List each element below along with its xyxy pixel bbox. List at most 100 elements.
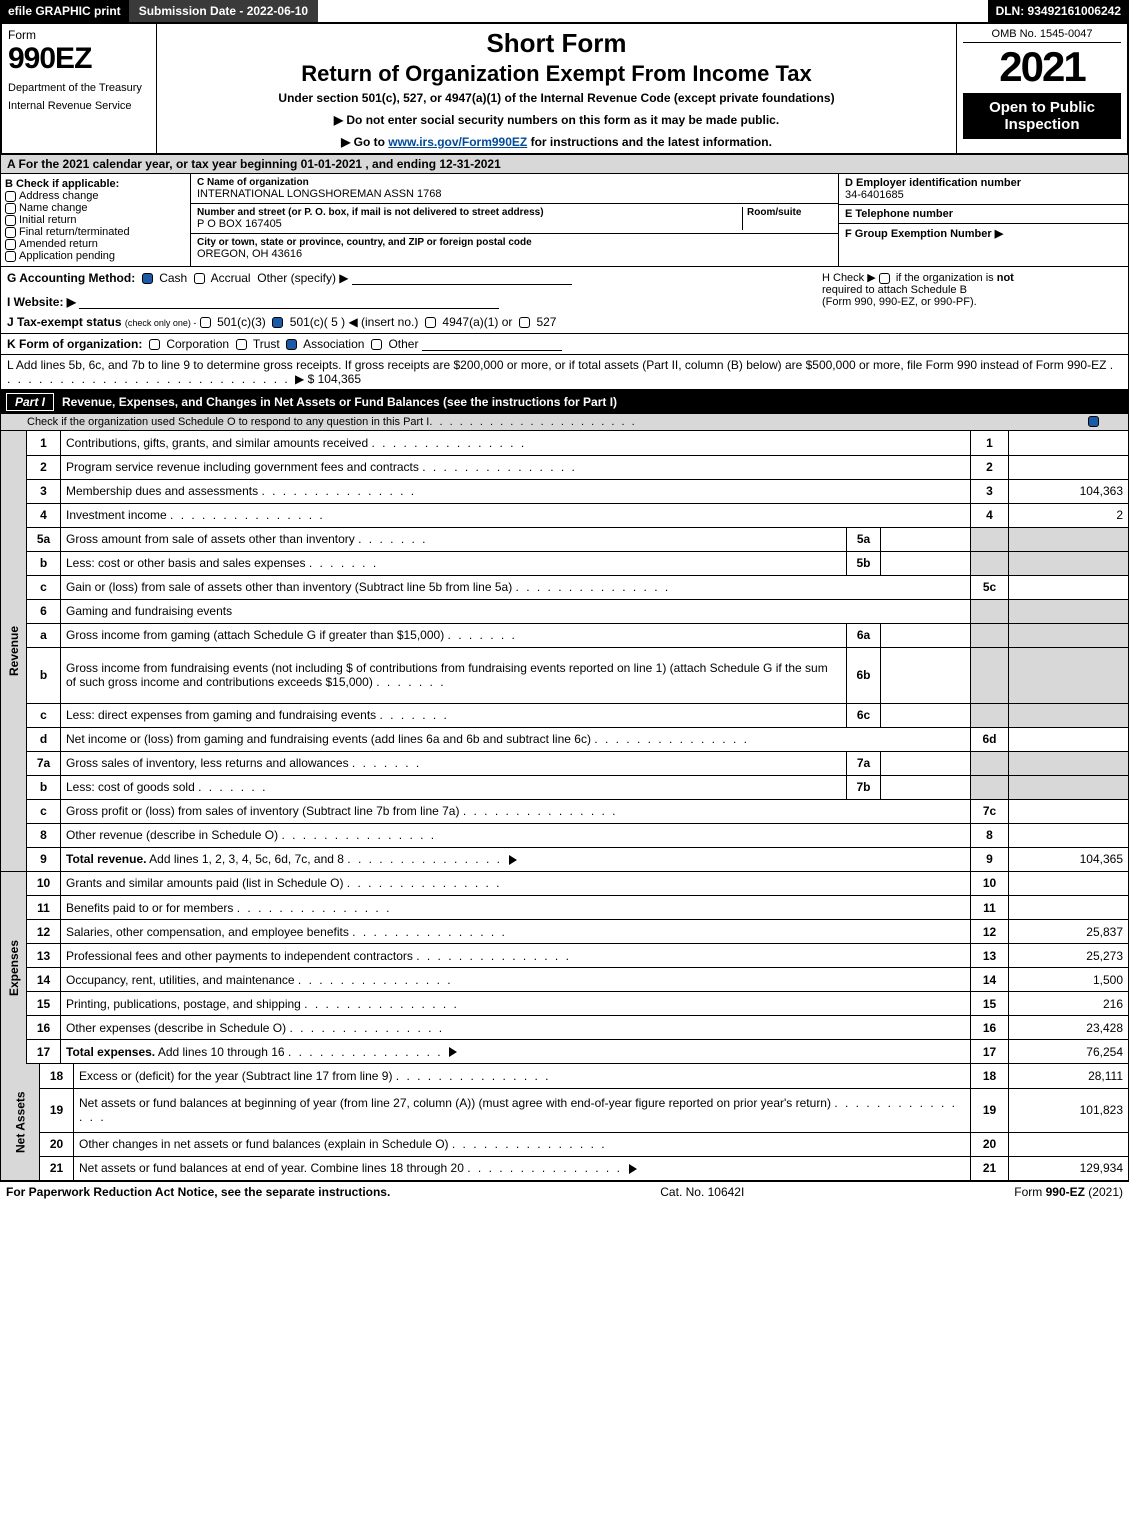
right-num-shade bbox=[971, 751, 1009, 775]
right-line-num: 2 bbox=[971, 455, 1009, 479]
table-row: aGross income from gaming (attach Schedu… bbox=[1, 623, 1129, 647]
chk-assoc[interactable] bbox=[286, 339, 297, 350]
table-row: Expenses10Grants and similar amounts pai… bbox=[1, 872, 1129, 896]
right-line-num: 3 bbox=[971, 479, 1009, 503]
mid-line-num: 7b bbox=[847, 775, 881, 799]
amount-shade bbox=[1009, 775, 1129, 799]
amount-cell: 23,428 bbox=[1009, 1016, 1129, 1040]
goto-post: for instructions and the latest informat… bbox=[527, 135, 772, 149]
c-name-label: C Name of organization bbox=[197, 177, 832, 188]
right-line-num: 15 bbox=[971, 992, 1009, 1016]
part1-header: Part I Revenue, Expenses, and Changes in… bbox=[0, 390, 1129, 414]
table-row: Net Assets18Excess or (deficit) for the … bbox=[1, 1064, 1129, 1088]
chk-pending[interactable] bbox=[5, 251, 16, 262]
chk-part1-o[interactable] bbox=[1088, 416, 1099, 427]
chk-accrual[interactable] bbox=[194, 273, 205, 284]
right-line-num: 7c bbox=[971, 799, 1009, 823]
line-number: 5a bbox=[27, 527, 61, 551]
h-text2: required to attach Schedule B bbox=[822, 284, 967, 296]
lbl-assoc: Association bbox=[303, 337, 364, 351]
chk-h[interactable] bbox=[879, 273, 890, 284]
table-row: 6Gaming and fundraising events bbox=[1, 599, 1129, 623]
footer-form-bold: 990-EZ bbox=[1046, 1185, 1085, 1199]
chk-527[interactable] bbox=[519, 317, 530, 328]
table-row: 15Printing, publications, postage, and s… bbox=[1, 992, 1129, 1016]
right-line-num: 10 bbox=[971, 872, 1009, 896]
right-line-num: 17 bbox=[971, 1040, 1009, 1064]
omb-number: OMB No. 1545-0047 bbox=[963, 28, 1121, 43]
line-l: L Add lines 5b, 6c, and 7b to line 9 to … bbox=[0, 355, 1129, 390]
part1-title: Revenue, Expenses, and Changes in Net As… bbox=[62, 395, 617, 409]
column-d: D Employer identification number 34-6401… bbox=[838, 174, 1128, 266]
info-grid: B Check if applicable: Address change Na… bbox=[0, 174, 1129, 267]
chk-name[interactable] bbox=[5, 203, 16, 214]
line-number: c bbox=[27, 799, 61, 823]
line-number: 18 bbox=[40, 1064, 74, 1088]
chk-501c[interactable] bbox=[272, 317, 283, 328]
lbl-address: Address change bbox=[19, 190, 99, 202]
right-line-num: 12 bbox=[971, 920, 1009, 944]
chk-corp[interactable] bbox=[149, 339, 160, 350]
section-a-taxyear: A For the 2021 calendar year, or tax yea… bbox=[0, 155, 1129, 174]
warning-ssn: ▶ Do not enter social security numbers o… bbox=[163, 113, 950, 127]
c-city-label: City or town, state or province, country… bbox=[197, 237, 832, 248]
mid-amount bbox=[881, 647, 971, 703]
irs-link[interactable]: www.irs.gov/Form990EZ bbox=[388, 135, 527, 149]
right-line-num: 19 bbox=[971, 1088, 1009, 1132]
table-row: 13Professional fees and other payments t… bbox=[1, 944, 1129, 968]
chk-initial[interactable] bbox=[5, 215, 16, 226]
chk-4947[interactable] bbox=[425, 317, 436, 328]
line-number: 4 bbox=[27, 503, 61, 527]
line-number: 2 bbox=[27, 455, 61, 479]
line-desc: Contributions, gifts, grants, and simila… bbox=[61, 431, 971, 455]
right-line-num: 21 bbox=[971, 1156, 1009, 1180]
f-group-label: F Group Exemption Number ▶ bbox=[845, 227, 1122, 240]
table-row: 8Other revenue (describe in Schedule O) … bbox=[1, 823, 1129, 847]
submission-date: Submission Date - 2022-06-10 bbox=[129, 0, 318, 22]
line-number: 20 bbox=[40, 1132, 74, 1156]
right-num-shade bbox=[971, 551, 1009, 575]
table-row: 14Occupancy, rent, utilities, and mainte… bbox=[1, 968, 1129, 992]
form-header: Form 990EZ Department of the Treasury In… bbox=[0, 22, 1129, 155]
line-number: 3 bbox=[27, 479, 61, 503]
line-desc: Gross amount from sale of assets other t… bbox=[61, 527, 847, 551]
chk-amended[interactable] bbox=[5, 239, 16, 250]
chk-trust[interactable] bbox=[236, 339, 247, 350]
efile-label[interactable]: efile GRAPHIC print bbox=[0, 0, 129, 22]
amount-cell: 216 bbox=[1009, 992, 1129, 1016]
chk-cash[interactable] bbox=[142, 273, 153, 284]
mid-amount bbox=[881, 751, 971, 775]
line-desc: Other revenue (describe in Schedule O) .… bbox=[61, 823, 971, 847]
column-c: C Name of organization INTERNATIONAL LON… bbox=[191, 174, 838, 266]
right-num-shade bbox=[971, 527, 1009, 551]
table-row: 5aGross amount from sale of assets other… bbox=[1, 527, 1129, 551]
line-number: 13 bbox=[27, 944, 61, 968]
table-row: 20Other changes in net assets or fund ba… bbox=[1, 1132, 1129, 1156]
amount-cell bbox=[1009, 896, 1129, 920]
line-number: 12 bbox=[27, 920, 61, 944]
table-row: 7aGross sales of inventory, less returns… bbox=[1, 751, 1129, 775]
line-desc: Gross income from gaming (attach Schedul… bbox=[61, 623, 847, 647]
lbl-name: Name change bbox=[19, 202, 88, 214]
line-number: c bbox=[27, 703, 61, 727]
i-website-label: I Website: ▶ bbox=[7, 295, 76, 309]
line-k: K Form of organization: Corporation Trus… bbox=[0, 334, 1129, 355]
line-desc: Excess or (deficit) for the year (Subtra… bbox=[74, 1064, 971, 1088]
amount-cell bbox=[1009, 1132, 1129, 1156]
chk-501c3[interactable] bbox=[200, 317, 211, 328]
line-desc: Salaries, other compensation, and employ… bbox=[61, 920, 971, 944]
chk-address[interactable] bbox=[5, 191, 16, 202]
line-desc: Less: direct expenses from gaming and fu… bbox=[61, 703, 847, 727]
amount-cell bbox=[1009, 823, 1129, 847]
amount-cell: 104,363 bbox=[1009, 479, 1129, 503]
table-row: 12Salaries, other compensation, and empl… bbox=[1, 920, 1129, 944]
line-desc: Gross profit or (loss) from sales of inv… bbox=[61, 799, 971, 823]
amount-cell: 25,273 bbox=[1009, 944, 1129, 968]
line-desc: Occupancy, rent, utilities, and maintena… bbox=[61, 968, 971, 992]
h-text3: (Form 990, 990-EZ, or 990-PF). bbox=[822, 296, 977, 308]
chk-kother[interactable] bbox=[371, 339, 382, 350]
chk-final[interactable] bbox=[5, 227, 16, 238]
amount-cell bbox=[1009, 799, 1129, 823]
right-line-num: 5c bbox=[971, 575, 1009, 599]
goto-line: ▶ Go to www.irs.gov/Form990EZ for instru… bbox=[163, 135, 950, 149]
